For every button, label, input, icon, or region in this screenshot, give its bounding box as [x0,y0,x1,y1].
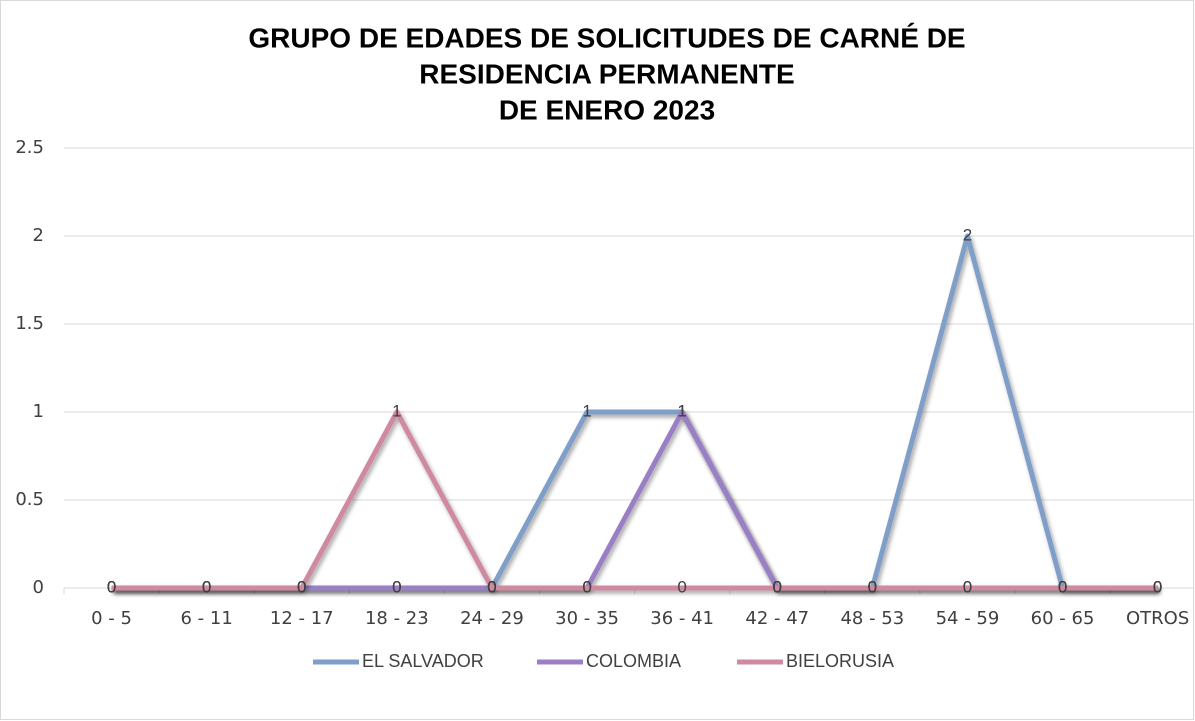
data-label: 0 [773,577,782,596]
x-tick-label: 0 - 5 [91,608,132,629]
y-tick-label: 2 [33,225,44,246]
data-label: 0 [392,577,401,596]
data-label: 0 [297,577,306,596]
data-label: 0 [1058,577,1067,596]
data-label: 0 [487,577,496,596]
series-line [111,409,1158,591]
data-label: 0 [773,577,782,596]
data-label: 0 [868,577,877,596]
data-label: 1 [392,401,401,420]
x-tick-label: OTROS [1126,608,1189,629]
data-label: 0 [582,577,591,596]
data-label: 0 [963,577,972,596]
data-label: 2 [963,225,972,244]
x-tick-label: 54 - 59 [936,608,1000,629]
y-tick-label: 0 [33,577,44,598]
data-label: 0 [202,577,211,596]
data-label: 0 [202,577,211,596]
data-label: 0 [107,577,116,596]
x-tick-label: 24 - 29 [460,608,524,629]
x-tick-label: 6 - 11 [181,608,233,629]
data-label: 0 [487,577,496,596]
data-label: 0 [1058,577,1067,596]
data-label: 0 [297,577,306,596]
data-label: 1 [582,401,591,420]
data-label: 1 [677,401,686,420]
chart-title: GRUPO DE EDADES DE SOLICITUDES DE CARNÉ … [248,22,965,53]
x-tick-label: 42 - 47 [745,608,809,629]
data-label: 0 [297,577,306,596]
legend-label: EL SALVADOR [362,651,484,671]
data-label: 0 [868,577,877,596]
data-label: 0 [773,577,782,596]
y-tick-label: 1 [33,401,44,422]
data-label: 0 [1153,577,1162,596]
data-label: 0 [1153,577,1162,596]
chart-title: RESIDENCIA PERMANENTE [419,58,794,89]
data-label: 0 [868,577,877,596]
chart-title: DE ENERO 2023 [499,94,715,125]
y-tick-label: 2.5 [15,137,44,158]
x-tick-label: 36 - 41 [650,608,714,629]
data-label: 0 [392,577,401,596]
data-label: 1 [677,401,686,420]
data-label: 0 [1058,577,1067,596]
x-tick-label: 60 - 65 [1031,608,1095,629]
x-tick-label: 12 - 17 [270,608,334,629]
legend-label: BIELORUSIA [786,651,894,671]
data-label: 0 [582,577,591,596]
x-tick-label: 30 - 35 [555,608,619,629]
data-label: 0 [487,577,496,596]
data-label: 0 [1153,577,1162,596]
y-tick-label: 0.5 [15,489,44,510]
x-tick-label: 48 - 53 [840,608,904,629]
data-label: 0 [202,577,211,596]
x-tick-label: 18 - 23 [365,608,429,629]
y-tick-label: 1.5 [15,313,44,334]
data-label: 0 [963,577,972,596]
data-label: 0 [677,577,686,596]
data-label: 0 [107,577,116,596]
legend-label: COLOMBIA [586,651,681,671]
data-label: 0 [107,577,116,596]
